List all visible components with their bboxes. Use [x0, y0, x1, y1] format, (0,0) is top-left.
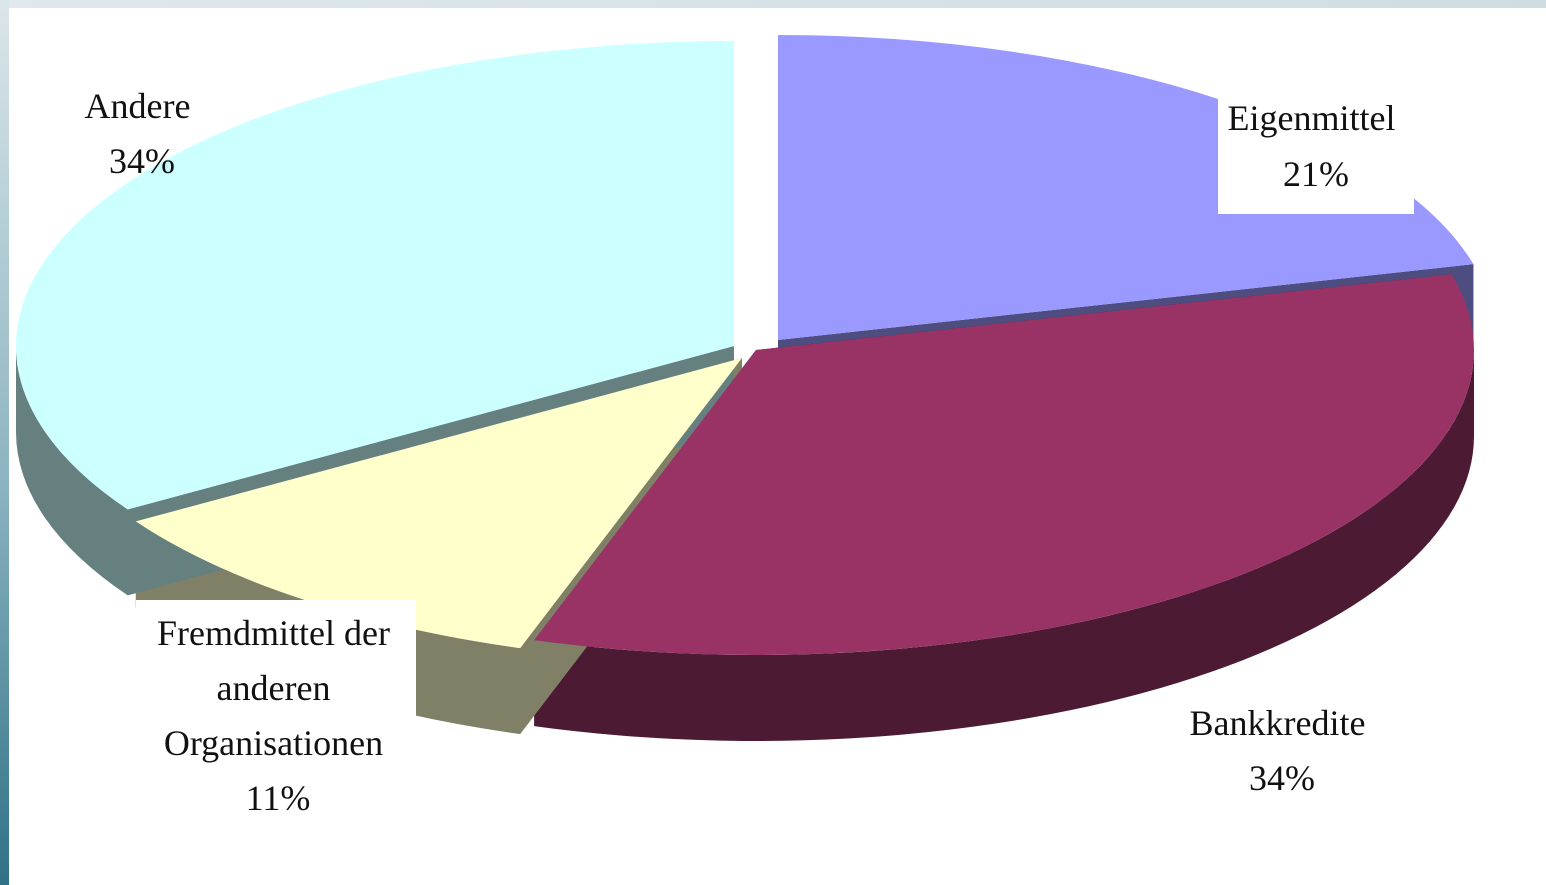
frame-top-border: [0, 0, 1546, 8]
label-bankkredite: Bankkredite 34%: [1190, 703, 1375, 798]
slice-bankkredite: [534, 274, 1474, 655]
slice-fremdmittel: [135, 358, 742, 649]
label-eigenmittel: Eigenmittel 21%: [1228, 98, 1405, 194]
pie-label-boxes: [136, 88, 1414, 760]
label-box-eigenmittel: [1218, 88, 1414, 214]
label-fremdmittel: Fremdmittel der anderen Organisationen 1…: [157, 613, 399, 818]
pie-tops: [16, 35, 1474, 655]
label-box-fremdmittel: [136, 600, 416, 760]
label-andere: Andere 34%: [85, 86, 200, 181]
frame-left-border: [0, 0, 9, 885]
slice-eigenmittel: [778, 35, 1474, 340]
slice-andere: [16, 41, 734, 510]
